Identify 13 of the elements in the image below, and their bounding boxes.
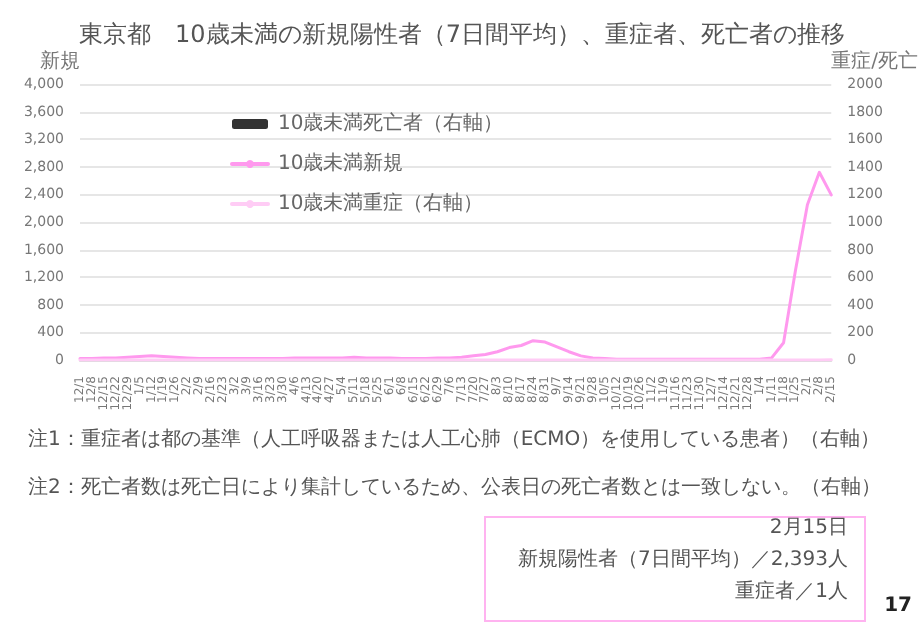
legend-label: 10歳未満新規 xyxy=(278,151,404,175)
chart-title: 東京都 10歳未満の新規陽性者（7日間平均）、重症者、死亡者の推移 xyxy=(79,20,845,48)
y2-axis-title: 重症/死亡 xyxy=(831,49,919,73)
legend-label: 10歳未満重症（右軸） xyxy=(278,191,484,215)
text: 17 xyxy=(884,595,913,617)
text: 注1：重症者は都の基準（人工呼吸器または人工心肺（ECMO）を使用している患者）（右軸） xyxy=(28,427,881,451)
text: 注2：死亡者数は死亡日により集計しているため、公表日の死亡者数とは一致しない。（右軸） xyxy=(28,475,881,499)
line-series xyxy=(78,170,833,361)
y-axis-title: 新規 xyxy=(40,49,80,73)
text: 重症者／1人 xyxy=(735,579,849,603)
text: 2月15日 xyxy=(769,517,849,539)
legend-label: 10歳未満死亡者（右軸） xyxy=(278,111,504,135)
text: 新規陽性者（7日間平均）／2,393人 xyxy=(518,547,849,571)
